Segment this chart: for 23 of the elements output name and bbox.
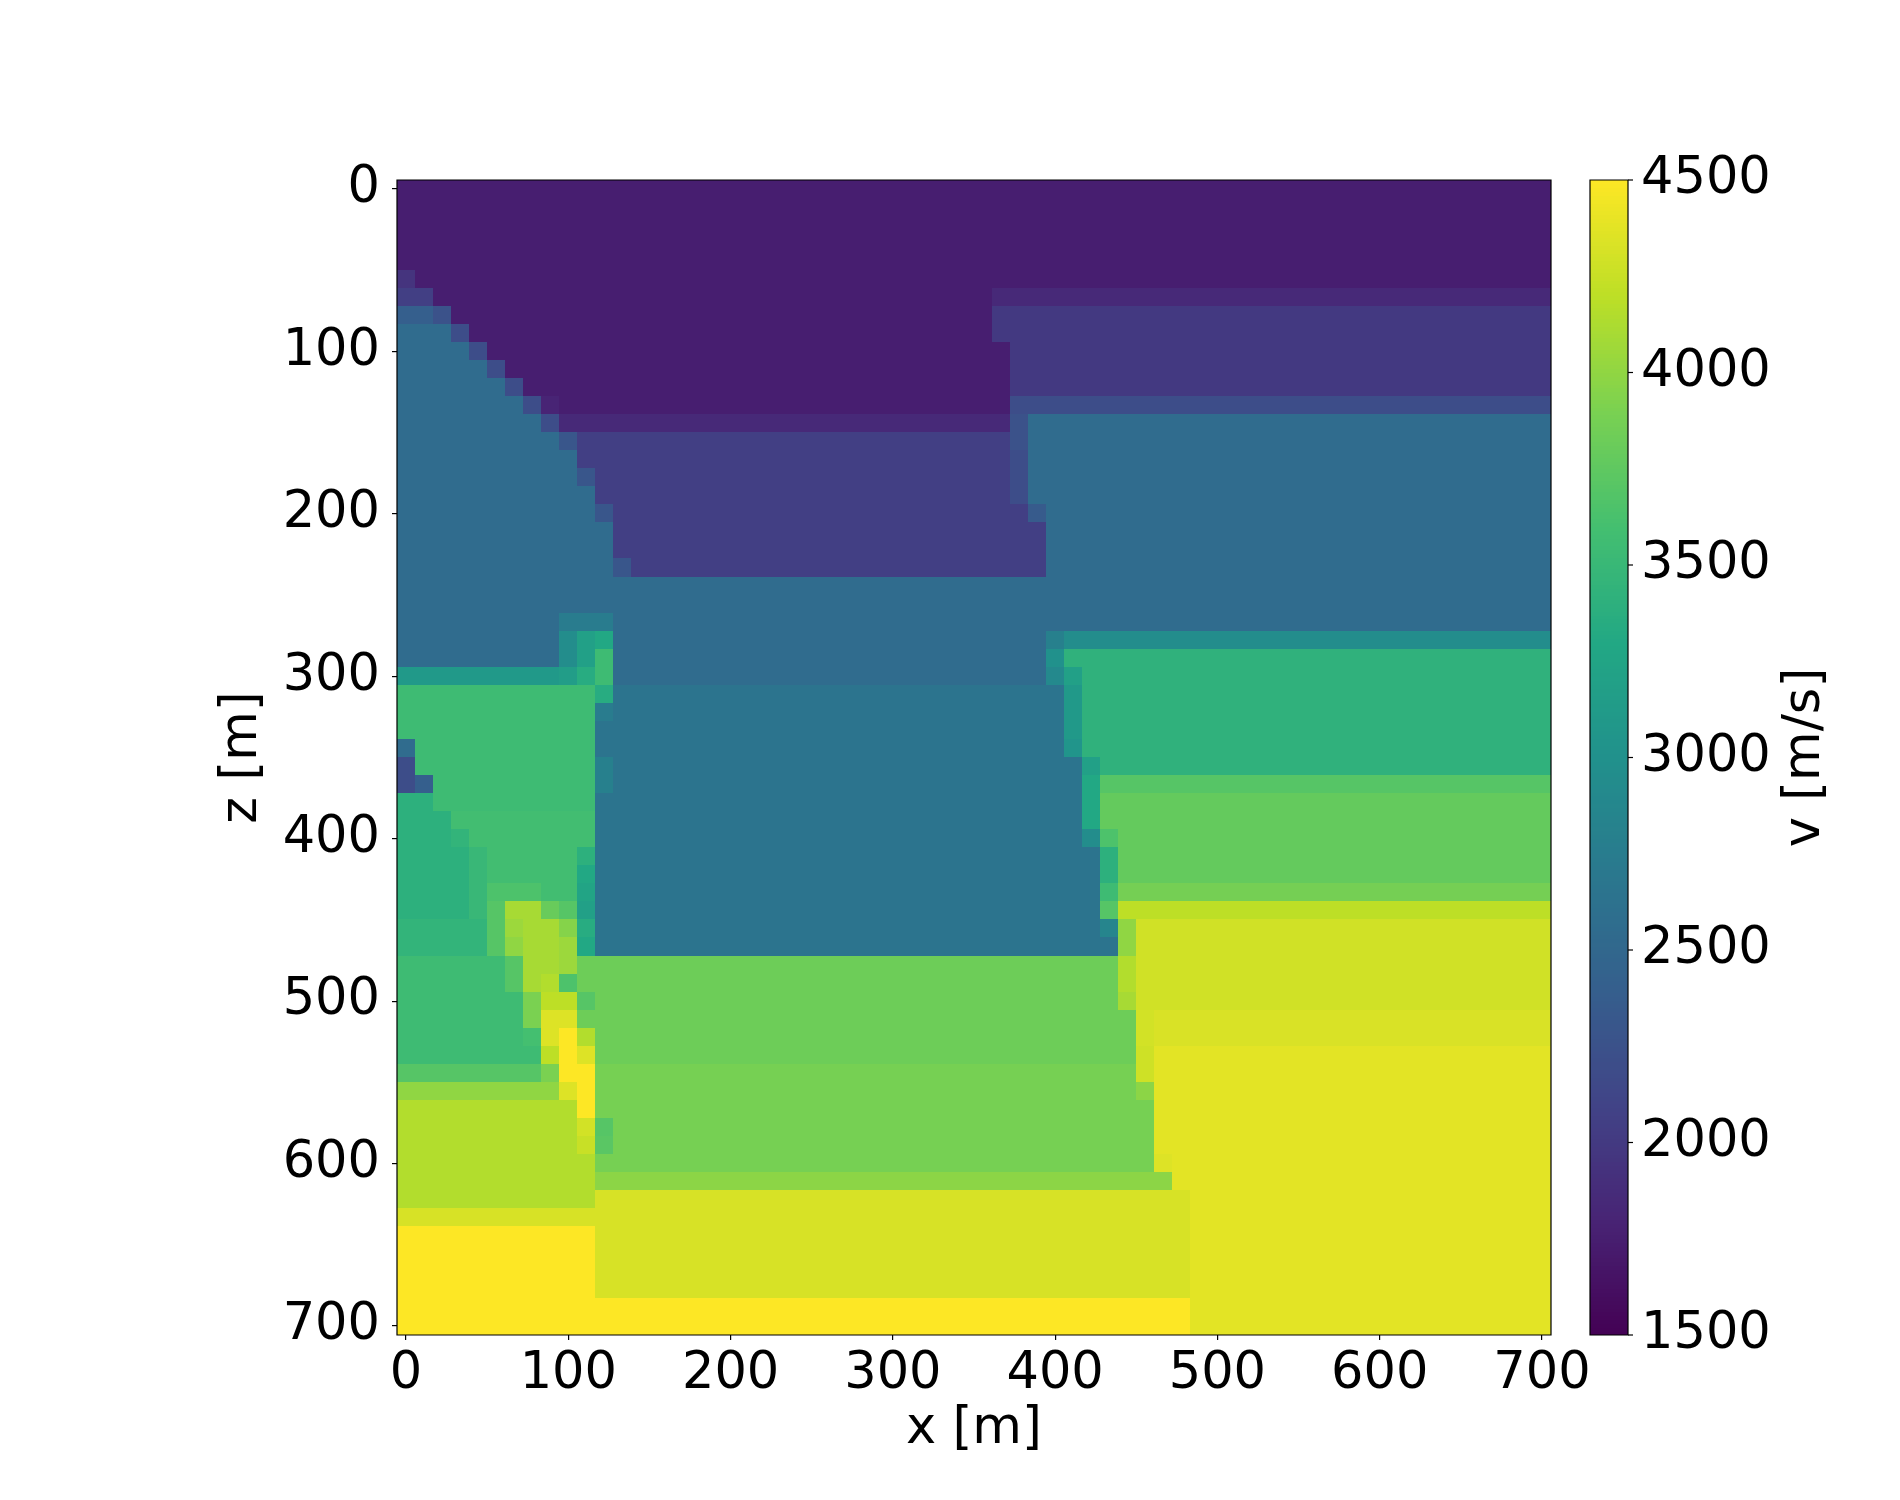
x-tick-label: 700 xyxy=(1493,1340,1591,1400)
color-bar-label: 2500 xyxy=(1641,916,1771,976)
color-bar-label: 4500 xyxy=(1641,146,1771,206)
x-tick-label: 0 xyxy=(389,1340,423,1400)
x-tick-label: 100 xyxy=(519,1340,618,1400)
x-tick-label: 600 xyxy=(1330,1340,1429,1400)
y-tick-label: 700 xyxy=(282,1292,380,1352)
y-tick-label: 400 xyxy=(282,804,380,864)
y-tick-label: 100 xyxy=(282,317,380,377)
y-axis-title: z [m] xyxy=(208,691,268,824)
color-bar-title: v [m/s] xyxy=(1772,667,1832,848)
color-bar-label: 4000 xyxy=(1641,338,1771,398)
y-tick-label: 600 xyxy=(282,1129,380,1189)
color-bar-label: 2000 xyxy=(1641,1108,1771,1168)
x-tick-label: 200 xyxy=(681,1340,780,1400)
y-tick-label: 0 xyxy=(347,155,380,215)
y-tick-label: 300 xyxy=(282,642,380,702)
y-tick-label: 200 xyxy=(282,480,380,540)
color-bar-label: 1500 xyxy=(1641,1301,1771,1361)
y-tick-label: 500 xyxy=(282,967,380,1027)
color-bar-label: 3000 xyxy=(1641,723,1771,783)
color-bar-label: 3500 xyxy=(1641,531,1771,591)
x-tick-label: 500 xyxy=(1168,1340,1267,1400)
